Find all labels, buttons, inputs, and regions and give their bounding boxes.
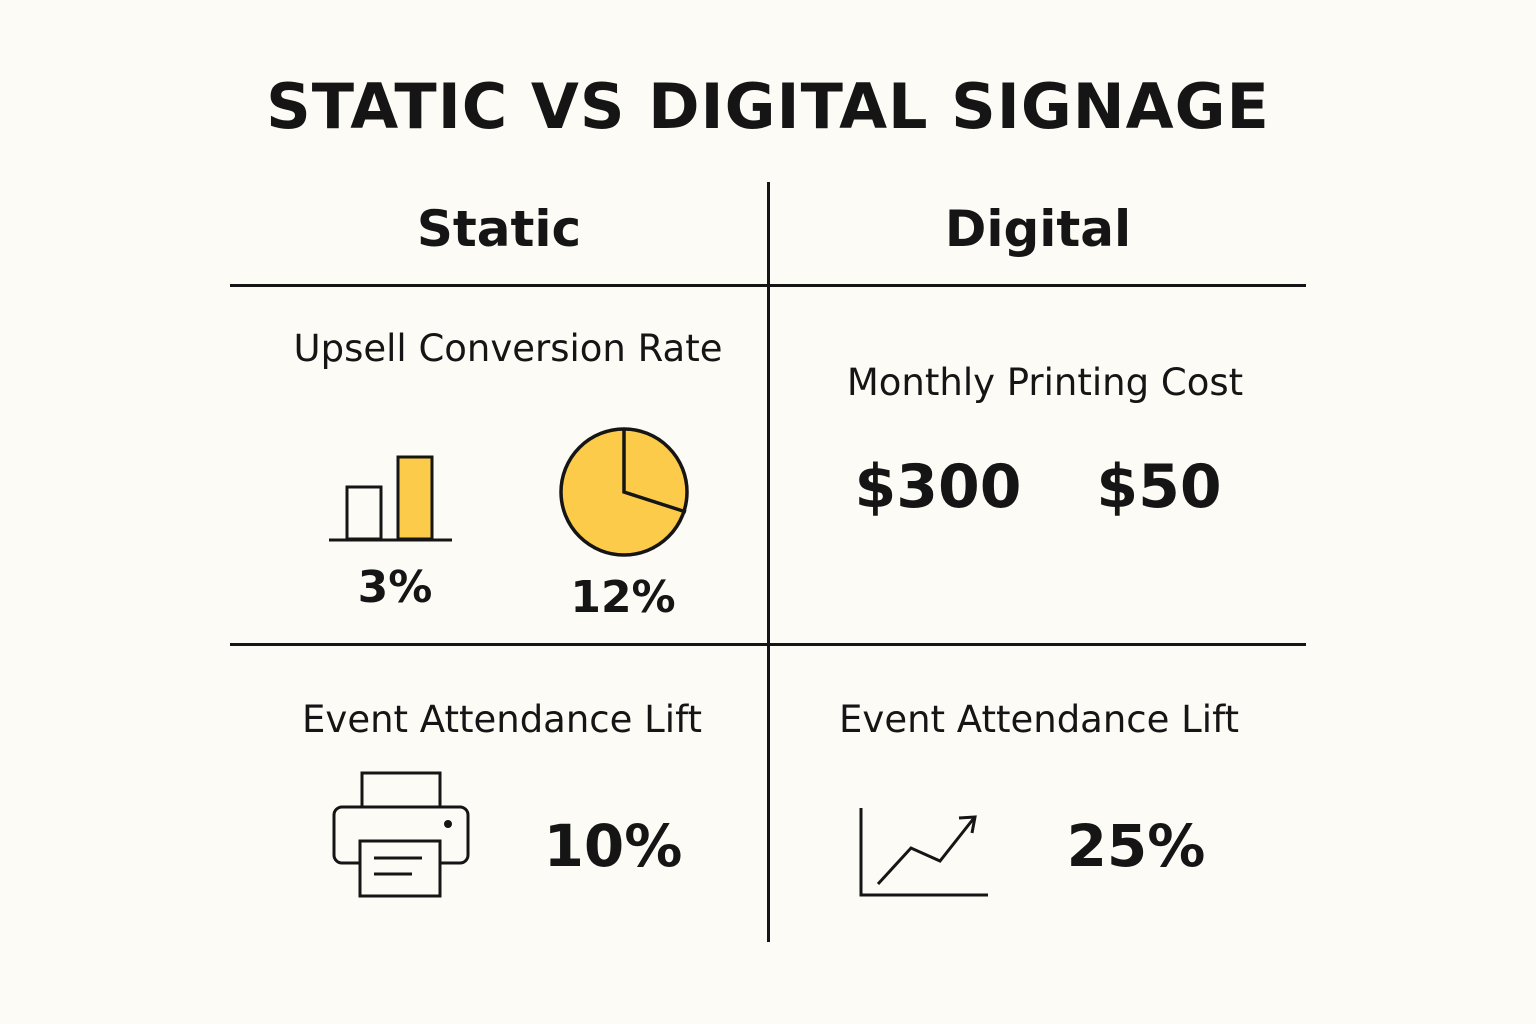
upsell-label: Upsell Conversion Rate bbox=[293, 327, 723, 370]
row-divider bbox=[230, 643, 1306, 646]
upsell-static-value: 3% bbox=[357, 562, 433, 613]
bar-chart-icon bbox=[329, 455, 452, 542]
column-header-static: Static bbox=[416, 200, 582, 258]
page-title: STATIC VS DIGITAL SIGNAGE bbox=[266, 70, 1270, 143]
printer-icon bbox=[332, 771, 470, 898]
attendance-digital-value: 25% bbox=[1066, 812, 1206, 880]
printing-cost-label: Monthly Printing Cost bbox=[846, 361, 1244, 404]
printing-static-value: $300 bbox=[854, 452, 1022, 522]
column-header-digital: Digital bbox=[944, 200, 1132, 258]
upsell-digital-value: 12% bbox=[570, 572, 676, 623]
attendance-digital-label: Event Attendance Lift bbox=[839, 698, 1239, 741]
header-divider bbox=[230, 284, 1306, 287]
printing-digital-value: $50 bbox=[1096, 452, 1222, 522]
attendance-static-label: Event Attendance Lift bbox=[302, 698, 702, 741]
column-divider bbox=[767, 182, 770, 942]
trend-up-icon bbox=[859, 808, 988, 897]
pie-chart-icon bbox=[559, 427, 689, 557]
attendance-static-value: 10% bbox=[543, 812, 683, 880]
